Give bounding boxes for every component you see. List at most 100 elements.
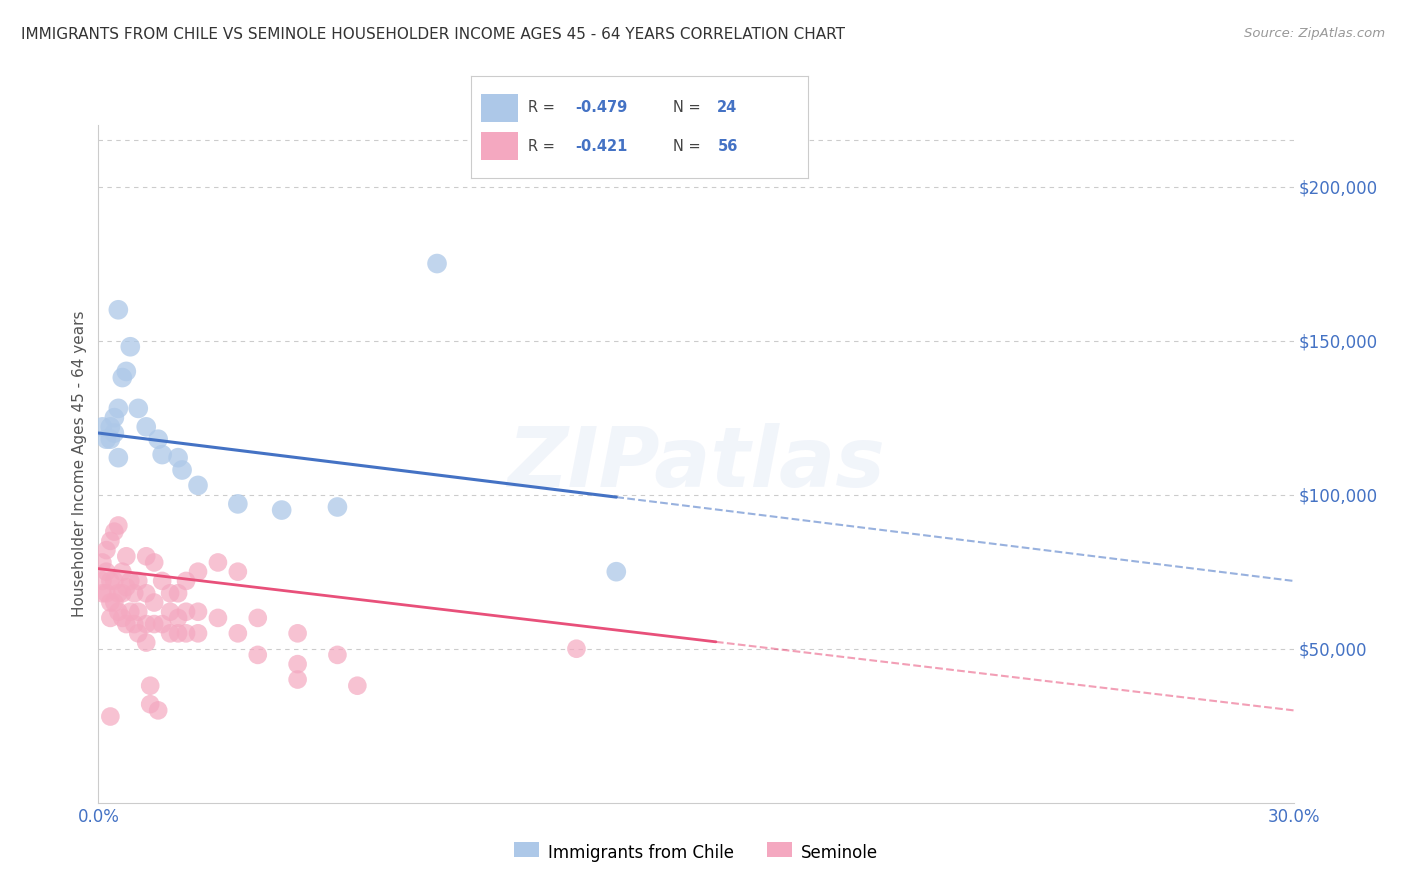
Text: 24: 24 [717, 101, 738, 115]
Point [148, 703, 170, 717]
Point [103, 410, 125, 425]
Point [187, 565, 209, 579]
Point [187, 478, 209, 492]
Point [246, 611, 269, 625]
Text: IMMIGRANTS FROM CHILE VS SEMINOLE HOUSEHOLDER INCOME AGES 45 - 64 YEARS CORRELAT: IMMIGRANTS FROM CHILE VS SEMINOLE HOUSEH… [21, 27, 845, 42]
Point [96, 565, 118, 579]
Y-axis label: Householder Income Ages 45 - 64 years: Householder Income Ages 45 - 64 years [72, 310, 87, 617]
Point [103, 595, 125, 609]
Point [111, 611, 134, 625]
Point [107, 586, 129, 600]
Point [96, 432, 118, 446]
Point [127, 401, 149, 416]
Point [172, 463, 194, 477]
Point [100, 595, 122, 609]
Point [287, 626, 309, 640]
Point [426, 256, 449, 270]
Point [115, 617, 138, 632]
Point [174, 605, 197, 619]
Point [127, 626, 149, 640]
Point [111, 370, 134, 384]
Point [107, 302, 129, 317]
Point [226, 626, 249, 640]
Point [135, 617, 157, 632]
Point [159, 605, 181, 619]
Point [124, 617, 146, 632]
Point [167, 450, 190, 465]
Point [246, 648, 269, 662]
Point [143, 595, 166, 609]
Point [120, 574, 142, 588]
Point [270, 503, 292, 517]
Point [100, 611, 122, 625]
Point [605, 565, 627, 579]
Point [120, 340, 142, 354]
Point [150, 617, 173, 632]
Point [139, 679, 162, 693]
Text: ZIPatlas: ZIPatlas [508, 424, 884, 504]
Point [174, 626, 197, 640]
Point [127, 605, 149, 619]
Point [115, 364, 138, 378]
Text: N =: N = [673, 101, 706, 115]
Point [346, 679, 368, 693]
Point [91, 574, 114, 588]
Point [135, 549, 157, 564]
Point [565, 641, 588, 656]
Text: -0.479: -0.479 [575, 101, 628, 115]
Point [100, 432, 122, 446]
Point [326, 648, 349, 662]
Point [100, 574, 122, 588]
Point [135, 420, 157, 434]
Point [287, 673, 309, 687]
Point [103, 524, 125, 539]
Text: R =: R = [529, 139, 560, 153]
Text: Source: ZipAtlas.com: Source: ZipAtlas.com [1244, 27, 1385, 40]
Point [159, 626, 181, 640]
Point [120, 605, 142, 619]
Point [159, 586, 181, 600]
Point [326, 500, 349, 514]
Legend: Immigrants from Chile, Seminole: Immigrants from Chile, Seminole [508, 838, 884, 869]
Point [150, 448, 173, 462]
Text: -0.421: -0.421 [575, 139, 628, 153]
Point [187, 626, 209, 640]
Point [96, 543, 118, 558]
Point [187, 605, 209, 619]
Point [103, 425, 125, 440]
Point [207, 556, 229, 570]
Point [107, 518, 129, 533]
Point [167, 611, 190, 625]
FancyBboxPatch shape [481, 132, 519, 161]
Point [111, 586, 134, 600]
Point [107, 450, 129, 465]
Point [174, 574, 197, 588]
Point [287, 657, 309, 672]
Point [107, 401, 129, 416]
Point [103, 574, 125, 588]
Point [226, 565, 249, 579]
Point [96, 586, 118, 600]
Point [148, 432, 170, 446]
Point [91, 556, 114, 570]
Point [127, 574, 149, 588]
Point [111, 565, 134, 579]
Text: R =: R = [529, 101, 560, 115]
Text: N =: N = [673, 139, 706, 153]
FancyBboxPatch shape [481, 94, 519, 122]
Point [143, 617, 166, 632]
Point [115, 580, 138, 594]
Point [167, 586, 190, 600]
Point [100, 420, 122, 434]
Point [100, 533, 122, 548]
Point [150, 574, 173, 588]
Point [135, 586, 157, 600]
Point [143, 556, 166, 570]
Point [124, 586, 146, 600]
Point [139, 697, 162, 711]
Point [107, 605, 129, 619]
Point [91, 420, 114, 434]
Point [100, 709, 122, 723]
Point [115, 549, 138, 564]
Point [226, 497, 249, 511]
